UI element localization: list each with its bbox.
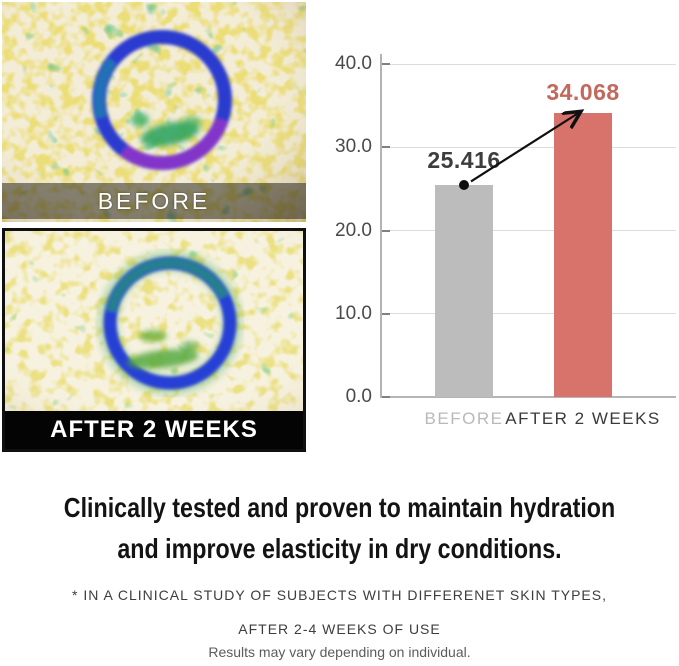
y-axis-tick: [380, 229, 390, 232]
y-axis-line: [380, 54, 382, 398]
after-photo: AFTER 2 WEEKS: [2, 228, 306, 452]
category-label-before: BEFORE: [424, 409, 504, 428]
y-tick-label: 0.0: [345, 386, 372, 407]
bar-chart: 0.0 10.0 20.0 30.0 40.0 25.416 BEFORE 34.068 AFT…: [330, 40, 679, 440]
bar-after: [554, 113, 612, 397]
y-tick-label: 30.0: [335, 136, 372, 158]
before-photo-image: [2, 2, 306, 222]
disclaimer-line-1: * IN A CLINICAL STUDY OF SUBJECTS WITH D…: [71, 587, 608, 603]
headline: Clinically tested and proven to maintain…: [58, 487, 622, 569]
category-label-after: AFTER 2 WEEKS: [505, 409, 661, 428]
before-label-bar: BEFORE: [2, 183, 306, 219]
before-label: BEFORE: [97, 187, 211, 214]
headline-line-2: and improve elasticity in dry conditions…: [117, 533, 562, 564]
gridline: [380, 396, 676, 398]
y-axis-tick: [380, 63, 390, 65]
gridline: [380, 313, 676, 315]
value-label-before: 25.416: [427, 147, 501, 174]
after-label-bar: AFTER 2 WEEKS: [5, 411, 303, 449]
y-axis-tick: [380, 146, 390, 149]
y-axis-tick: [380, 396, 390, 398]
headline-line-1: Clinically tested and proven to maintain…: [63, 492, 616, 523]
fineprint: Results may vary depending on individual…: [208, 644, 471, 660]
bar-before: [435, 185, 493, 397]
y-tick-label: 10.0: [335, 302, 372, 324]
before-photo: BEFORE: [2, 2, 306, 222]
after-label: AFTER 2 WEEKS: [50, 416, 258, 443]
gridline: [380, 63, 676, 65]
disclaimer-line-2: AFTER 2-4 WEEKS OF USE: [238, 621, 441, 637]
value-label-after: 34.068: [546, 79, 620, 106]
after-photo-image: [5, 231, 303, 411]
y-tick-label: 20.0: [335, 219, 372, 241]
gridline: [380, 230, 676, 231]
y-axis-tick: [380, 312, 390, 315]
before-bar-dot: [459, 180, 469, 191]
y-tick-label: 40.0: [335, 53, 372, 74]
